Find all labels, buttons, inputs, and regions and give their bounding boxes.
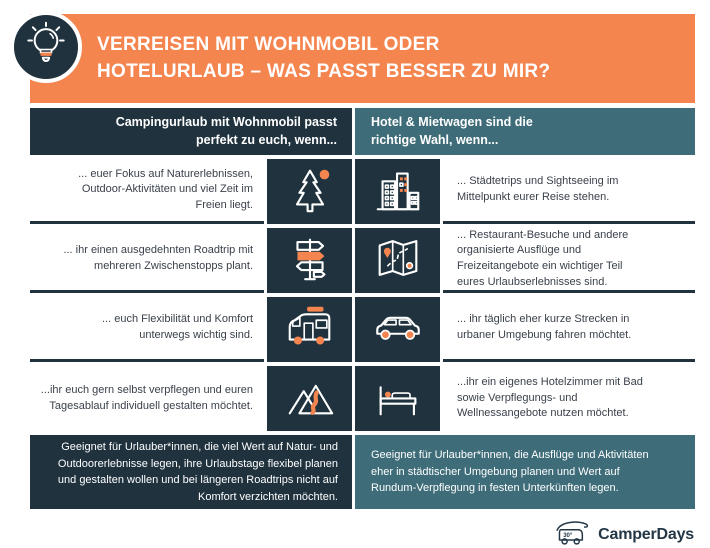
hotel-row-icon-cell: [355, 297, 440, 362]
camper-row-text: ... euer Fokus auf Naturerlebnissen, Out…: [30, 159, 264, 224]
city-buildings-icon: [371, 162, 425, 221]
hotel-row-text: ... ihr täglich eher kurze Strecken in u…: [443, 297, 695, 362]
mountain-trail-icon: [283, 369, 337, 428]
camper-row-text: ...ihr euch gern selbst verpflegen und e…: [30, 366, 264, 431]
hotel-row-icon-cell: [355, 366, 440, 431]
brand-wordmark: CamperDays: [598, 526, 694, 543]
camper-row-icon-cell: [267, 159, 352, 224]
hotel-bed-icon: [371, 369, 425, 428]
camper-row-icon-cell: [267, 228, 352, 293]
page-title: VERREISEN MIT WOHNMOBIL ODER HOTELURLAUB…: [97, 33, 551, 82]
hotel-row-text: ... Städtetrips und Sightseeing im Mitte…: [443, 159, 695, 224]
road-map-icon: [371, 231, 425, 290]
column-header-camper: Campingurlaub mit Wohnmobil passt perfek…: [30, 108, 352, 155]
column-header-hotel: Hotel & Mietwagen sind die richtige Wahl…: [355, 108, 695, 155]
hotel-row-text: ... Restaurant-Besuche und andere organi…: [443, 228, 695, 293]
pine-tree-icon: [283, 162, 337, 221]
comparison-table: Campingurlaub mit Wohnmobil passt perfek…: [30, 108, 695, 509]
title-banner: VERREISEN MIT WOHNMOBIL ODER HOTELURLAUB…: [10, 11, 695, 103]
camper-van-icon: 30°: [554, 519, 592, 548]
infographic-page: VERREISEN MIT WOHNMOBIL ODER HOTELURLAUB…: [0, 11, 710, 548]
hotel-row-text: ...ihr ein eigenes Hotelzimmer mit Bad s…: [443, 366, 695, 431]
footer: 30° CamperDays: [0, 516, 710, 548]
car-icon: [371, 300, 425, 359]
hotel-row-icon-cell: [355, 159, 440, 224]
lightbulb-badge: [10, 11, 82, 83]
camper-row-text: ... euch Flexibilität und Komfort unterw…: [30, 297, 264, 362]
svg-text:30°: 30°: [563, 533, 573, 539]
camper-row-icon-cell: [267, 366, 352, 431]
signpost-icon: [283, 231, 337, 290]
motorhome-icon: [283, 300, 337, 359]
lightbulb-icon: [17, 16, 75, 79]
camper-row-icon-cell: [267, 297, 352, 362]
summary-camper: Geeignet für Urlauber*innen, die viel We…: [30, 435, 352, 509]
summary-hotel: Geeignet für Urlauber*innen, die Ausflüg…: [355, 435, 695, 509]
hotel-row-icon-cell: [355, 228, 440, 293]
camper-row-text: ... ihr einen ausgedehnten Roadtrip mit …: [30, 228, 264, 293]
